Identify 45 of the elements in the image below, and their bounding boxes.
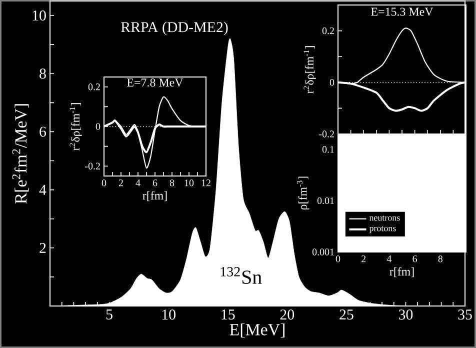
x-tick-label: 6: [412, 256, 417, 262]
x-tick-label: 2: [118, 180, 123, 186]
x-axis-title: r[fm]: [390, 267, 414, 278]
x-tick-label: 6: [152, 180, 158, 186]
y-tick-label: -0.2: [85, 162, 100, 170]
y-tick-label: 0.001: [312, 248, 334, 256]
annotation: $^{132}$Sn: [220, 267, 262, 284]
x-tick-label: 0: [336, 256, 340, 262]
x-tick-label: 0: [102, 180, 106, 186]
x-tick-label: 25: [340, 310, 354, 320]
legend-label: protons: [369, 226, 396, 234]
y-tick-label: 0: [330, 79, 334, 86]
chart-title: E=7.8 MeV: [127, 78, 184, 87]
chart-title: E=15.3 MeV: [371, 8, 434, 16]
y-tick-label: 0.1: [322, 146, 334, 153]
x-tick-label: 8: [170, 180, 174, 186]
x-tick-label: 2: [362, 256, 366, 262]
y-tick-label: 6: [40, 126, 46, 137]
y-tick-label: 10: [32, 10, 46, 21]
x-tick-label: 20: [280, 310, 294, 320]
y-tick-label: 0.2: [322, 27, 334, 34]
x-axis-title: E[MeV]: [230, 323, 284, 338]
y-axis-title: ρ[fm$^{-3}$]: [297, 176, 310, 210]
y-tick-label: 8: [40, 68, 46, 79]
x-tick-label: 15: [222, 310, 235, 320]
y-axis-title: r$^{2}$δρ[fm$^{-1}$]: [304, 46, 316, 94]
y-axis-title: r$^{2}$δρ[fm$^{-1}$]: [70, 103, 82, 150]
x-tick-label: 4: [386, 256, 392, 262]
y-tick-label: 2: [40, 242, 46, 253]
y-tick-label: 0.01: [317, 197, 334, 204]
x-tick-label: 12: [202, 180, 210, 186]
x-axis-title: r[fm]: [142, 191, 167, 202]
x-tick-label: 10: [162, 310, 176, 320]
legend-label: neutrons: [369, 216, 400, 221]
y-axis-title: R[e$^{2}$fm$^{2}$/MeV]: [12, 104, 29, 204]
y-tick-label: 0.2: [88, 84, 100, 90]
x-tick-label: 30: [398, 310, 413, 320]
y-tick-label: 0: [96, 123, 100, 130]
x-tick-label: 5: [106, 310, 112, 320]
annotation: RRPA (DD-ME2): [121, 22, 228, 36]
x-tick-label: 8: [438, 256, 443, 262]
x-tick-label: 10: [184, 180, 194, 186]
y-tick-label: -0.2: [319, 130, 334, 138]
x-tick-label: 35: [458, 310, 472, 320]
x-tick-label: 4: [136, 180, 140, 186]
